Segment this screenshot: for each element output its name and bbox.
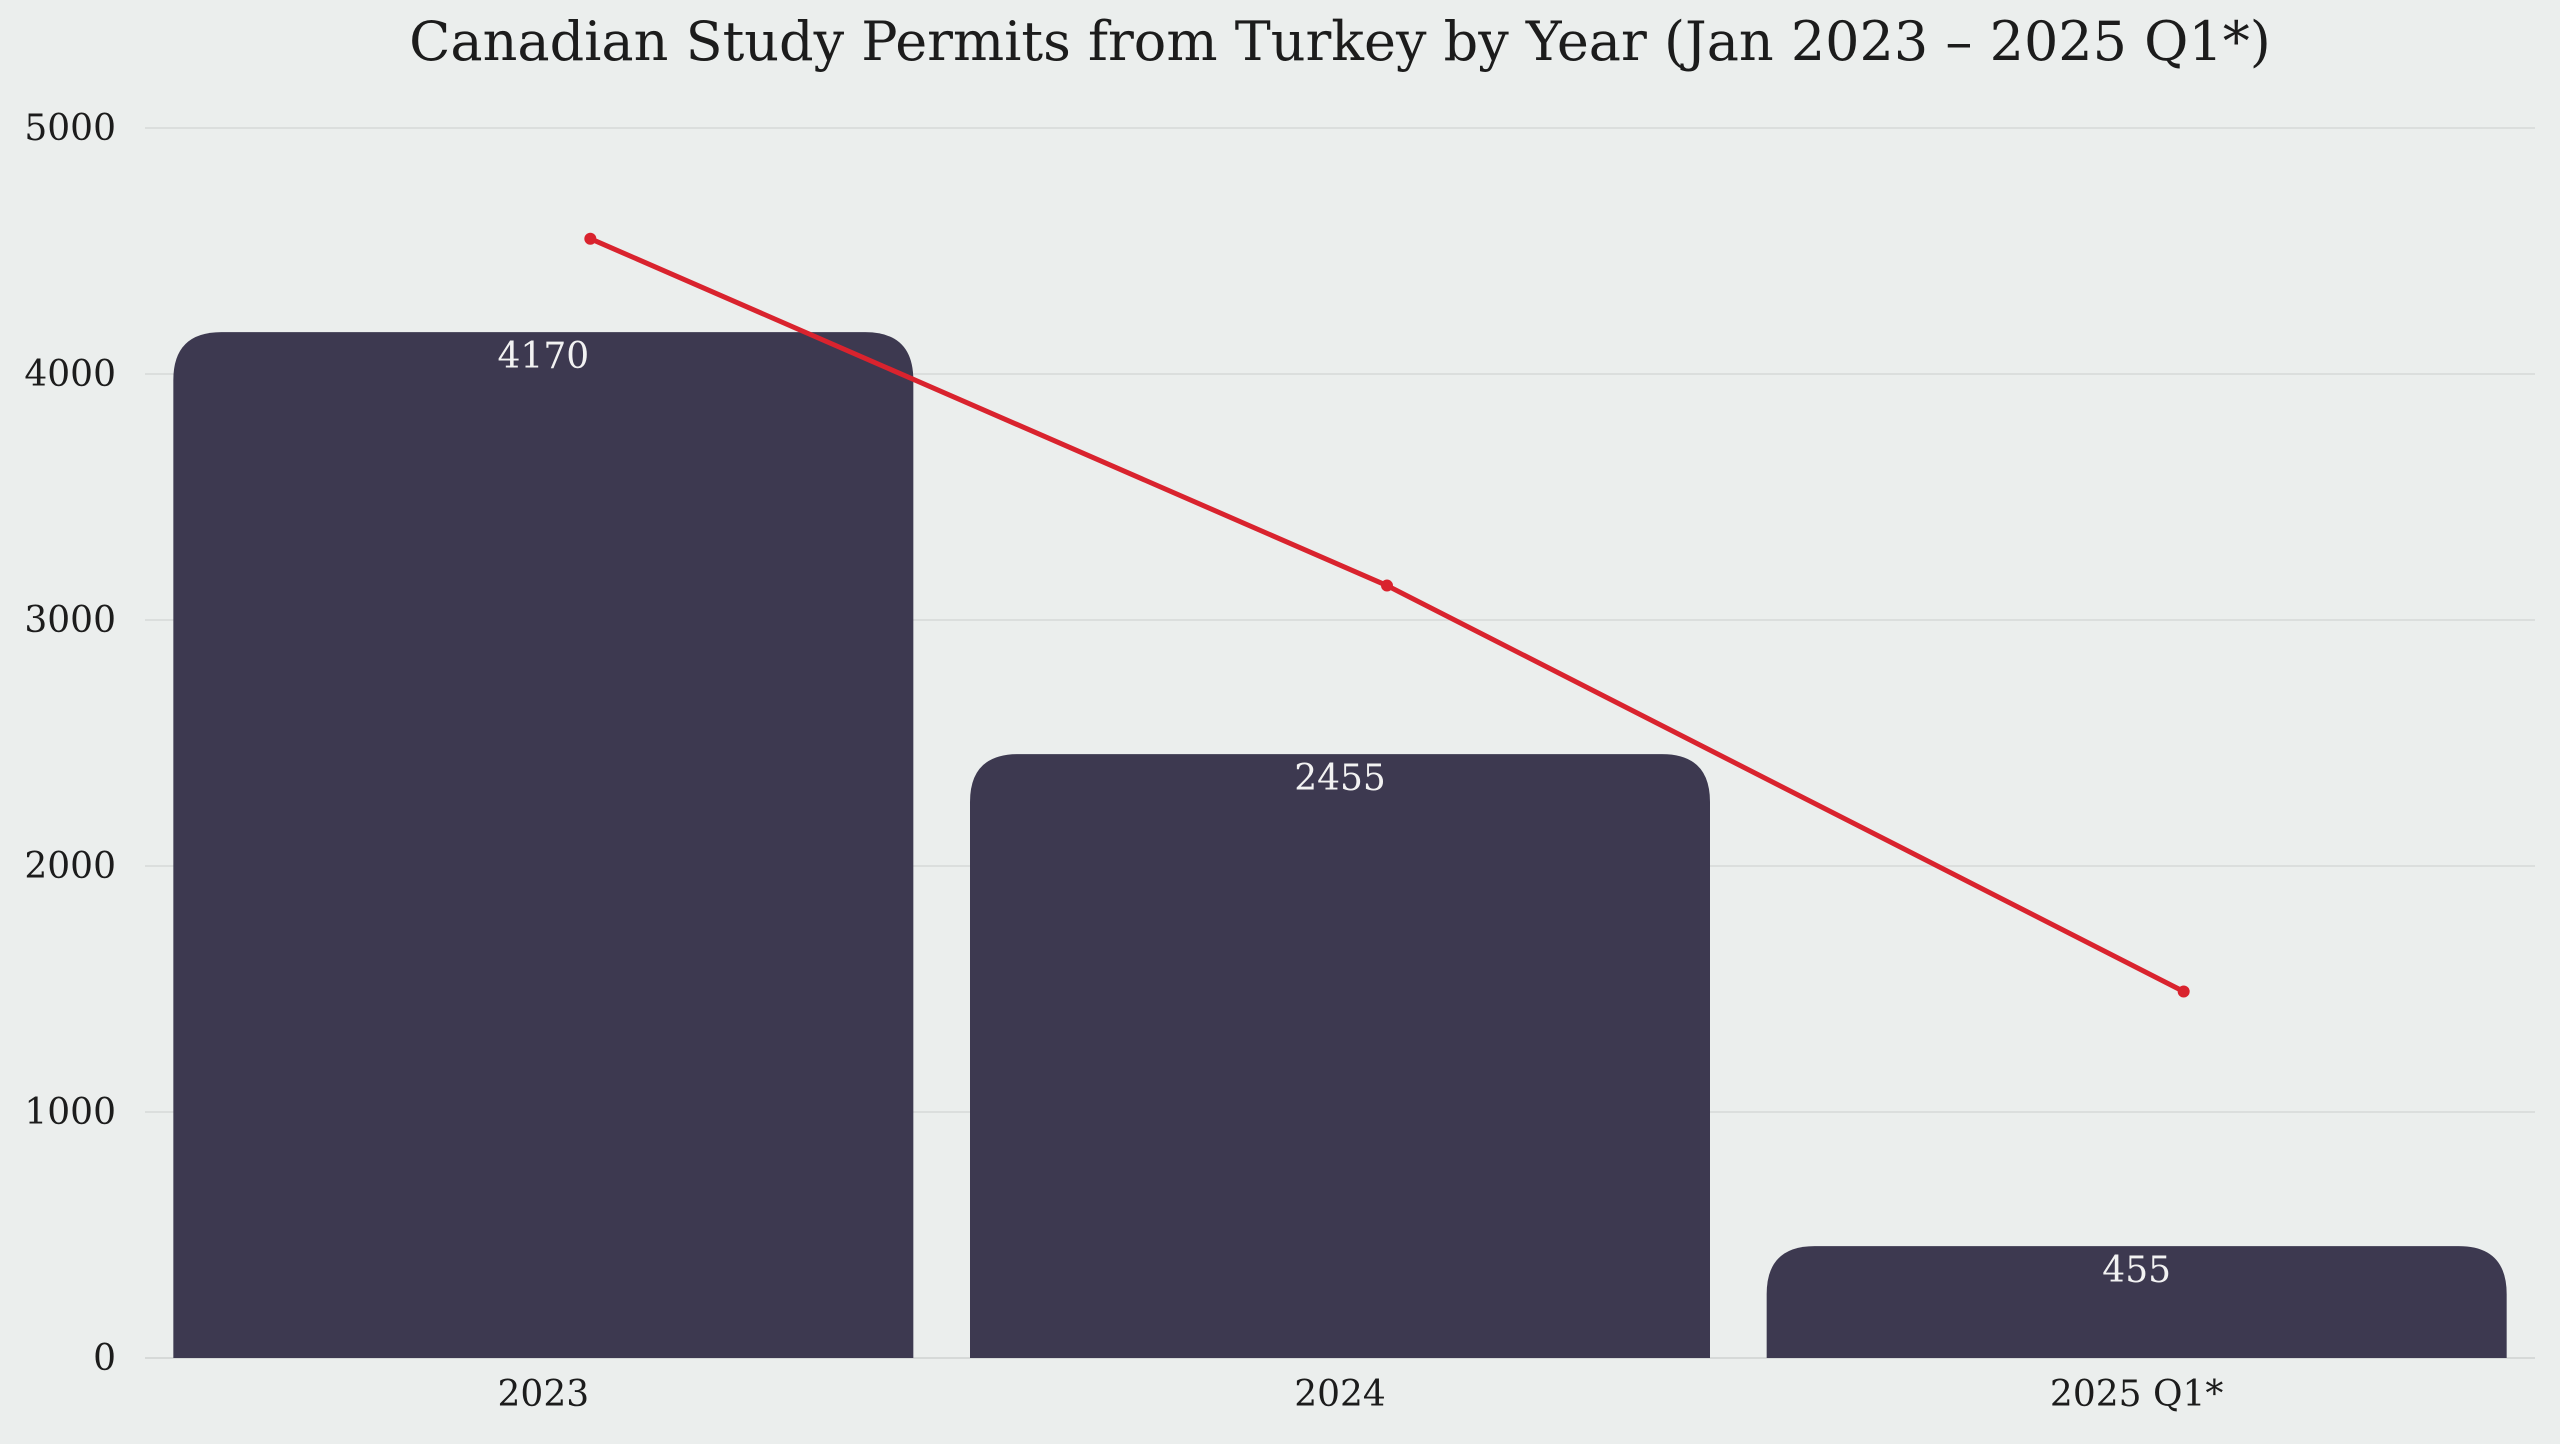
y-tick-label: 3000 bbox=[24, 600, 116, 641]
bar-2024 bbox=[970, 754, 1710, 1358]
bars bbox=[173, 332, 2507, 1359]
y-tick-label: 0 bbox=[93, 1338, 116, 1379]
x-tick-label: 2024 bbox=[1294, 1374, 1386, 1415]
y-tick-label: 5000 bbox=[24, 108, 116, 149]
trend-point bbox=[2177, 985, 2190, 998]
bar-2023 bbox=[173, 332, 914, 1359]
x-axis: 2023 2024 2025 Q1* bbox=[498, 1374, 2224, 1415]
bar-value-label: 4170 bbox=[498, 336, 590, 377]
bar-value-label: 455 bbox=[2102, 1250, 2171, 1291]
trend-line bbox=[584, 232, 2190, 998]
y-tick-label: 2000 bbox=[24, 846, 116, 887]
y-axis: 0 1000 2000 3000 4000 5000 bbox=[24, 108, 116, 1379]
x-tick-label: 2025 Q1* bbox=[2050, 1374, 2223, 1415]
trend-point bbox=[1381, 579, 1393, 592]
bar-2025-q1- bbox=[1766, 1246, 2507, 1358]
y-tick-label: 4000 bbox=[24, 354, 116, 395]
trend-point bbox=[584, 232, 597, 245]
bar-value-labels: 4170 2455 455 bbox=[498, 336, 2172, 1291]
y-tick-label: 1000 bbox=[24, 1092, 116, 1133]
x-tick-label: 2023 bbox=[498, 1374, 590, 1415]
chart-title: Canadian Study Permits from Turkey by Ye… bbox=[409, 10, 2271, 73]
bar-value-label: 2455 bbox=[1294, 758, 1386, 799]
